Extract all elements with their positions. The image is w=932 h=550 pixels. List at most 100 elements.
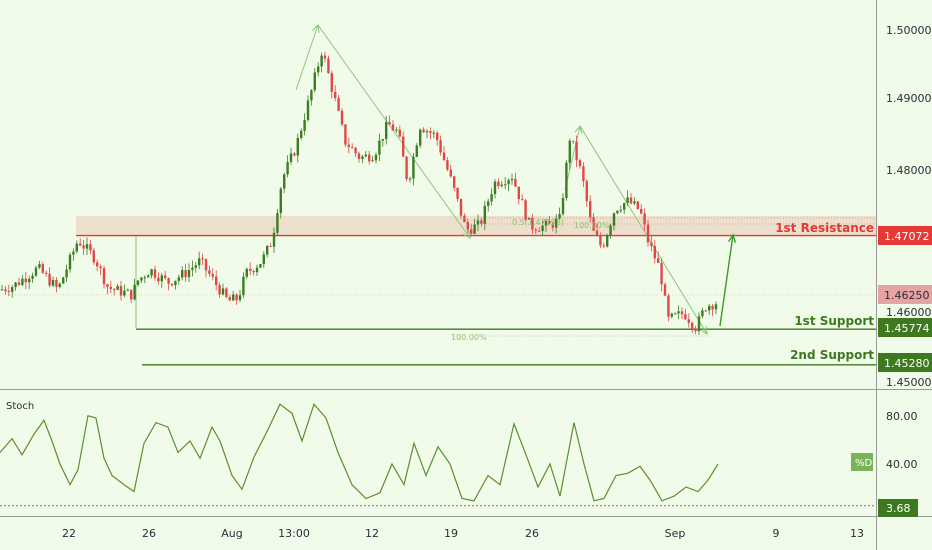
candle-body <box>602 245 605 247</box>
candle <box>221 283 225 296</box>
candle-body <box>337 98 340 111</box>
candle <box>657 251 660 263</box>
candle <box>612 212 616 231</box>
candle <box>357 151 361 163</box>
candle-body <box>170 283 174 286</box>
candle <box>592 213 595 231</box>
candle-body <box>548 221 551 224</box>
candle <box>429 127 432 140</box>
candle-body <box>493 181 497 195</box>
candle-body <box>473 224 476 234</box>
candle <box>170 283 174 287</box>
candle <box>279 186 282 219</box>
candle <box>245 267 248 280</box>
candle-body <box>670 313 673 317</box>
price-tag-support2-text: 1.45280 <box>884 357 930 370</box>
candle <box>238 289 242 303</box>
candle <box>640 204 643 215</box>
candle <box>544 218 548 232</box>
candle <box>453 175 456 192</box>
candle-body <box>198 258 201 266</box>
candle <box>21 275 24 287</box>
candle-body <box>259 264 262 268</box>
candle-body <box>109 286 112 289</box>
candle <box>191 260 194 277</box>
candle <box>232 290 235 301</box>
candle <box>419 128 422 148</box>
candle <box>517 186 520 205</box>
candle-body <box>310 90 313 101</box>
candle <box>72 248 75 261</box>
candle <box>106 283 109 295</box>
candle <box>385 116 388 145</box>
candle-body <box>136 280 140 285</box>
candle-body <box>351 147 354 149</box>
candle-body <box>65 269 68 278</box>
candle-body <box>633 201 636 204</box>
candle-body <box>500 184 503 187</box>
candle-body <box>714 304 718 310</box>
candle <box>41 261 44 274</box>
candle-body <box>422 129 425 133</box>
candle-body <box>133 284 136 300</box>
candle-body <box>357 153 361 159</box>
candle <box>381 139 384 147</box>
candle-body <box>347 144 350 148</box>
candle <box>578 158 582 169</box>
candle-body <box>306 100 310 120</box>
candle-body <box>466 222 469 230</box>
candle-body <box>184 270 187 278</box>
candle-body <box>296 137 299 156</box>
fib-100-top: 100.00% <box>574 221 610 230</box>
price-tag-resistance-text: 1.47072 <box>884 230 930 243</box>
candle <box>62 276 65 284</box>
candle <box>31 272 34 283</box>
candle <box>677 305 680 320</box>
candle-body <box>181 270 184 278</box>
candle-body <box>7 291 10 293</box>
candle <box>663 282 667 297</box>
candle <box>680 307 684 319</box>
candle-body <box>524 200 527 220</box>
x-tick: Aug <box>221 527 242 540</box>
candle-body <box>85 244 89 249</box>
candle <box>449 164 452 178</box>
levels-layer <box>0 217 876 366</box>
candle <box>68 252 72 273</box>
candle <box>228 294 231 301</box>
candle-body <box>398 129 401 137</box>
candle <box>595 223 599 237</box>
candle-body <box>456 187 459 199</box>
candle <box>589 195 592 223</box>
candle <box>337 94 340 112</box>
candle-body <box>527 217 531 220</box>
candle-body <box>446 160 449 170</box>
candle <box>650 235 653 252</box>
candle-body <box>344 124 347 145</box>
candle <box>582 162 585 187</box>
candle <box>140 277 143 284</box>
stoch-d-line <box>0 403 719 502</box>
candle <box>548 216 551 224</box>
candle <box>575 135 578 168</box>
candle-body <box>436 132 439 141</box>
candle-body <box>147 275 150 278</box>
candle-body <box>687 319 690 323</box>
candle-body <box>269 245 272 247</box>
candle-body <box>531 217 534 230</box>
candle-body <box>541 225 544 232</box>
candle <box>130 289 133 304</box>
candle-body <box>568 140 571 163</box>
candle-body <box>323 55 327 59</box>
candle-body <box>507 180 510 185</box>
candle <box>187 263 191 283</box>
candle-body <box>575 141 578 161</box>
candle-body <box>92 250 95 263</box>
candle-body <box>238 295 242 301</box>
candle-body <box>561 198 565 214</box>
candle <box>660 258 663 292</box>
candle <box>147 274 150 278</box>
candle <box>558 207 561 221</box>
candle-body <box>228 296 231 301</box>
candle <box>459 198 463 219</box>
